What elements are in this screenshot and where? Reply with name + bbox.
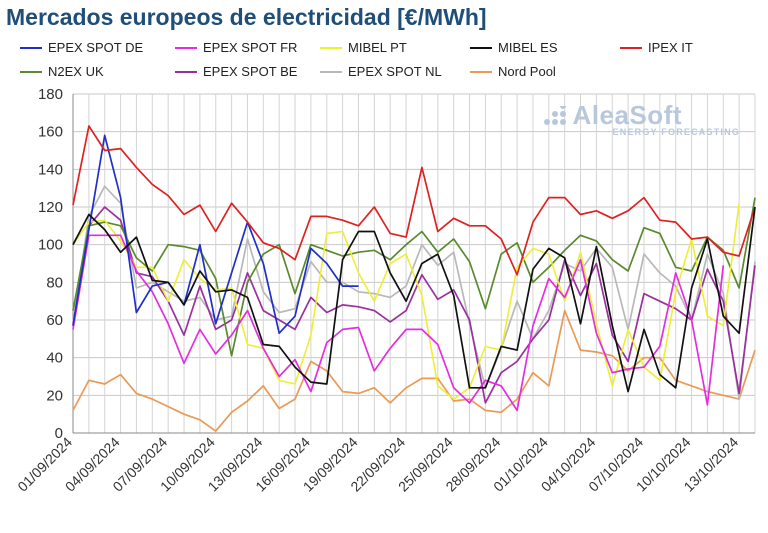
legend-label: IPEX IT <box>648 40 693 55</box>
legend-swatch <box>470 70 492 73</box>
series-line-epex-spot-de <box>72 134 359 335</box>
series-line-n2ex-uk <box>72 197 756 357</box>
chart-title: Mercados europeos de electricidad [€/MWh… <box>6 4 487 30</box>
y-tick-label: 20 <box>46 387 63 404</box>
aleasoft-logo: AleaSoft ENERGY FORECASTING <box>543 100 740 137</box>
y-tick-label: 40 <box>46 350 63 367</box>
legend: EPEX SPOT DE EPEX SPOT FR MIBEL PT MIBEL… <box>0 40 768 88</box>
legend-label: EPEX SPOT FR <box>203 40 298 55</box>
series-line-epex-spot-fr <box>72 234 725 412</box>
legend-label: MIBEL ES <box>498 40 558 55</box>
legend-swatch <box>20 70 42 73</box>
legend-swatch <box>320 70 342 73</box>
y-tick-label: 140 <box>38 161 63 178</box>
legend-label: EPEX SPOT DE <box>48 40 144 55</box>
legend-label: Nord Pool <box>498 64 556 79</box>
series-line-mibel-es <box>72 206 756 393</box>
legend-item-epex-fr: EPEX SPOT FR <box>175 40 297 55</box>
legend-item-mibel-es: MIBEL ES <box>470 40 557 55</box>
legend-label: N2EX UK <box>48 64 104 79</box>
legend-item-nord-pool: Nord Pool <box>470 64 556 79</box>
series-line-ipex-it <box>72 125 756 276</box>
y-tick-label: 100 <box>38 237 63 254</box>
y-tick-label: 160 <box>38 124 63 141</box>
legend-item-epex-nl: EPEX SPOT NL <box>320 64 442 79</box>
legend-item-epex-be: EPEX SPOT BE <box>175 64 297 79</box>
logo-name: AleaSoft <box>572 100 683 130</box>
legend-item-n2ex-uk: N2EX UK <box>20 64 104 79</box>
y-tick-label: 0 <box>55 425 63 442</box>
series-line-epex-spot-be <box>72 206 756 404</box>
legend-swatch <box>175 46 197 49</box>
y-tick-label: 60 <box>46 312 63 329</box>
legend-label: MIBEL PT <box>348 40 407 55</box>
legend-item-epex-de: EPEX SPOT DE <box>20 40 143 55</box>
y-tick-label: 180 <box>38 86 63 103</box>
legend-label: EPEX SPOT NL <box>348 64 442 79</box>
legend-item-mibel-pt: MIBEL PT <box>320 40 407 55</box>
legend-swatch <box>20 46 42 49</box>
legend-label: EPEX SPOT BE <box>203 64 298 79</box>
logo-tagline: ENERGY FORECASTING <box>612 127 740 137</box>
legend-swatch <box>470 46 492 49</box>
y-tick-label: 120 <box>38 199 63 216</box>
legend-swatch <box>620 46 642 49</box>
legend-swatch <box>320 46 342 49</box>
legend-swatch <box>175 70 197 73</box>
logo-dots-icon <box>543 103 569 133</box>
series-line-mibel-pt <box>72 203 740 400</box>
y-tick-label: 80 <box>46 274 63 291</box>
legend-item-ipex-it: IPEX IT <box>620 40 693 55</box>
